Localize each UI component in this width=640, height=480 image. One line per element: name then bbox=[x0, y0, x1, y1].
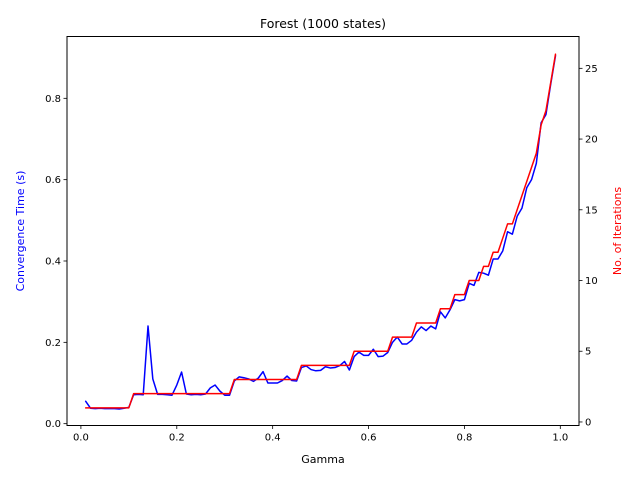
y-left-tick-label: 0.8 bbox=[45, 94, 61, 105]
y-right-tick-label: 25 bbox=[585, 64, 598, 75]
x-axis-ticks: 0.0 0.2 0.4 0.6 0.8 1.0 bbox=[73, 425, 568, 444]
series-layer bbox=[84, 53, 557, 410]
x-tick-label: 1.0 bbox=[552, 433, 568, 444]
x-tick-label: 0.6 bbox=[361, 433, 377, 444]
y-left-tick-label: 0.6 bbox=[45, 175, 61, 186]
plot-frame bbox=[66, 36, 580, 426]
x-tick-label: 0.4 bbox=[265, 433, 281, 444]
y-right-tick-label: 0 bbox=[585, 417, 591, 428]
y-right-tick-label: 10 bbox=[585, 276, 598, 287]
x-tick-label: 0.0 bbox=[73, 433, 89, 444]
chart-title: Forest (1000 states) bbox=[260, 16, 386, 31]
iterations-line bbox=[84, 53, 557, 409]
y-right-tick-label: 5 bbox=[585, 347, 591, 358]
y-left-tick-label: 0.4 bbox=[45, 256, 61, 267]
y-right-axis-ticks: 0 5 10 15 20 25 bbox=[579, 64, 598, 428]
x-axis-label: Gamma bbox=[301, 453, 344, 466]
y-left-tick-label: 0.0 bbox=[45, 419, 61, 430]
y-right-axis-label: No. of Iterations bbox=[611, 187, 624, 276]
x-tick-label: 0.8 bbox=[456, 433, 472, 444]
y-right-tick-label: 15 bbox=[585, 205, 598, 216]
x-tick-label: 0.2 bbox=[169, 433, 185, 444]
y-left-axis-ticks: 0.0 0.2 0.4 0.6 0.8 bbox=[45, 94, 67, 430]
y-left-axis-label: Convergence Time (s) bbox=[14, 171, 27, 292]
convergence-time-line bbox=[84, 54, 557, 410]
y-right-tick-label: 20 bbox=[585, 135, 598, 146]
y-left-tick-label: 0.2 bbox=[45, 338, 61, 349]
